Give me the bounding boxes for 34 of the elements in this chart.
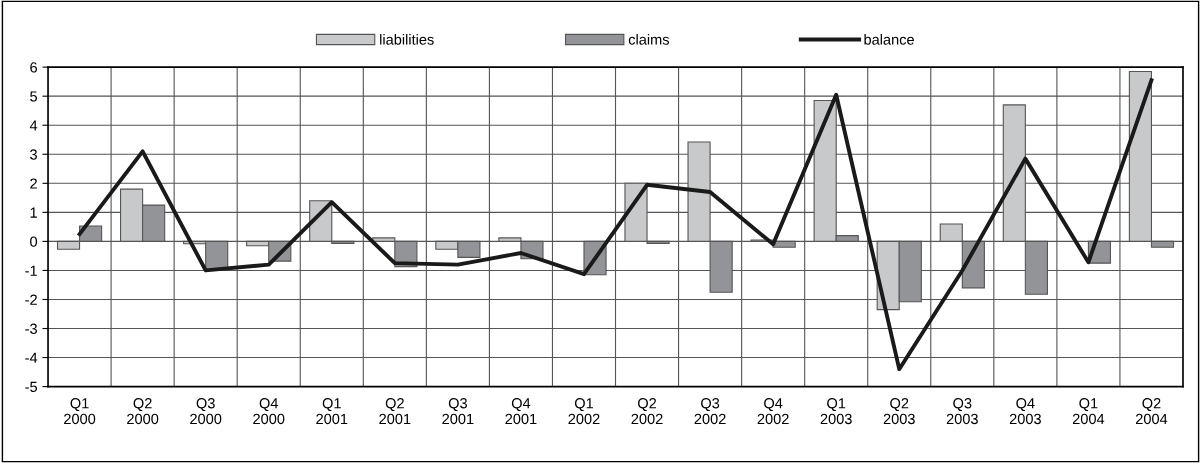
y-tick-label: 3 [30, 149, 37, 160]
x-tick-label: Q2 2004 [1135, 398, 1168, 425]
y-tick-label: 6 [30, 62, 37, 73]
legend-label: liabilities [380, 34, 434, 45]
x-tick-label: Q1 2004 [1072, 398, 1105, 425]
y-tick-label: 1 [30, 207, 37, 218]
x-tick-label: Q4 2003 [1009, 398, 1041, 425]
y-tick-label: -2 [25, 294, 37, 305]
x-tick-label: Q1 2003 [820, 398, 852, 425]
y-tick-label: -5 [25, 381, 38, 393]
y-tick-label: 4 [29, 120, 38, 131]
y-tick-label: 2 [30, 178, 37, 189]
x-tick-label: Q3 2003 [946, 398, 978, 425]
x-tick-label: Q4 2000 [253, 398, 285, 425]
y-tick-label: -3 [25, 323, 37, 334]
line-series [77, 78, 1154, 372]
x-tick-label: Q2 2002 [631, 398, 663, 425]
y-tick-label: 5 [30, 91, 38, 102]
x-tick-label: Q1 2000 [64, 398, 96, 425]
x-tick-label: Q3 2002 [694, 398, 726, 425]
x-tick-label: Q2 2003 [883, 398, 915, 425]
legend-label: balance [864, 34, 914, 45]
x-tick-label: Q3 2000 [190, 398, 222, 425]
x-tick-label: Q2 2000 [127, 398, 159, 425]
legend-label: claims [628, 34, 670, 45]
x-tick-label: Q1 2001 [316, 398, 348, 425]
x-tick-label: Q3 2001 [442, 398, 474, 425]
y-tick-label: -1 [25, 265, 37, 276]
y-tick-label: 0 [30, 236, 38, 247]
x-tick-label: Q1 2002 [568, 398, 600, 425]
x-tick-label: Q4 2001 [505, 398, 537, 425]
y-tick-label: -4 [25, 352, 38, 363]
x-tick-label: Q4 2002 [757, 398, 789, 425]
x-tick-label: Q2 2001 [379, 398, 411, 425]
